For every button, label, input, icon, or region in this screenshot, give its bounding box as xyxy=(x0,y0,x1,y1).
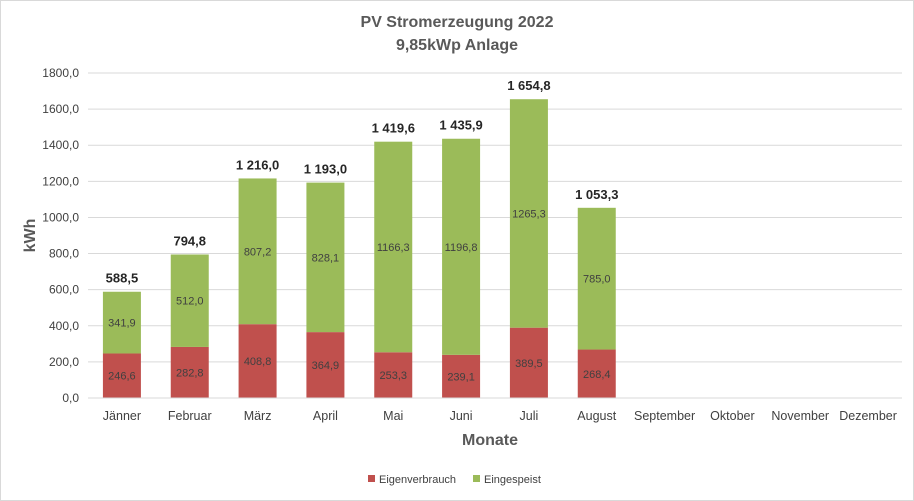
x-category-label: Juni xyxy=(450,409,473,423)
bar-eigenverbrauch xyxy=(509,327,548,398)
bar-segment-label: 239,1 xyxy=(447,371,475,383)
bar-eigenverbrauch xyxy=(577,349,616,398)
bar-segment-label: 785,0 xyxy=(583,274,611,286)
bar-segment-label: 364,9 xyxy=(312,360,340,372)
bar-eingespeist xyxy=(238,178,277,325)
x-category-label: Juli xyxy=(520,409,539,423)
y-tick-label: 200,0 xyxy=(49,355,79,369)
x-category-label: Dezember xyxy=(839,409,897,423)
bar-eingespeist xyxy=(374,141,413,353)
x-category-label: November xyxy=(771,409,829,423)
y-tick-label: 800,0 xyxy=(49,247,79,261)
chart-title: PV Stromerzeugung 2022 xyxy=(361,14,554,31)
bar-segment-label: 389,5 xyxy=(515,358,543,370)
bar-segment-label: 246,6 xyxy=(108,371,136,383)
bar-eigenverbrauch xyxy=(442,354,481,398)
x-category-label: März xyxy=(244,409,272,423)
legend-swatch xyxy=(473,475,480,482)
x-category-label: April xyxy=(313,409,338,423)
bar-total-label: 588,5 xyxy=(106,271,139,286)
bar-segment-label: 1166,3 xyxy=(377,242,410,254)
bar-total-label: 1 053,3 xyxy=(575,187,618,202)
bar-eigenverbrauch xyxy=(238,324,277,398)
y-axis-ticks: 0,0 200,0 400,0 600,0 800,0 1000,0 1200,0 1400,… xyxy=(42,66,79,405)
bar-segment-label: 253,3 xyxy=(379,370,407,382)
bar-eingespeist xyxy=(170,254,209,347)
bar-eigenverbrauch xyxy=(170,346,209,398)
x-category-label: Oktober xyxy=(710,409,754,423)
bar-total-label: 1 654,8 xyxy=(507,78,550,93)
x-axis-categories: Jänner Februar März April Mai Juni Juli August S… xyxy=(103,409,897,423)
y-tick-label: 1200,0 xyxy=(42,174,79,188)
legend-label: Eingespeist xyxy=(484,474,541,486)
y-tick-label: 1400,0 xyxy=(42,138,79,152)
chart-subtitle: 9,85kWp Anlage xyxy=(396,37,518,54)
bar-eingespeist xyxy=(509,99,548,328)
bar-total-label: 1 216,0 xyxy=(236,157,279,172)
y-tick-label: 1600,0 xyxy=(42,102,79,116)
legend-label: Eigenverbrauch xyxy=(379,474,456,486)
y-tick-label: 1000,0 xyxy=(42,210,79,224)
x-category-label: Mai xyxy=(383,409,403,423)
y-axis-title: kWh xyxy=(22,219,39,253)
x-category-label: Februar xyxy=(168,409,212,423)
bar-segment-label: 828,1 xyxy=(312,252,340,264)
bar-eingespeist xyxy=(577,207,616,350)
bar-segment-label: 1265,3 xyxy=(512,208,546,220)
legend-swatch xyxy=(368,475,375,482)
bar-total-label: 794,8 xyxy=(173,233,206,248)
bar-eigenverbrauch xyxy=(306,332,345,398)
bar-segment-label: 268,4 xyxy=(583,369,611,381)
y-tick-label: 1800,0 xyxy=(42,66,79,80)
bar-segment-label: 282,8 xyxy=(176,367,204,379)
bar-eingespeist xyxy=(442,138,481,355)
bar-segment-label: 807,2 xyxy=(244,246,272,258)
bar-total-label: 1 193,0 xyxy=(304,162,347,177)
bar-segment-label: 408,8 xyxy=(244,356,272,368)
y-tick-label: 600,0 xyxy=(49,283,79,297)
x-category-label: Jänner xyxy=(103,409,141,423)
y-tick-label: 0,0 xyxy=(62,391,79,405)
x-category-label: September xyxy=(634,409,695,423)
bar-total-label: 1 435,9 xyxy=(439,118,482,133)
legend: Eigenverbrauch Eingespeist xyxy=(368,474,541,486)
bar-eigenverbrauch xyxy=(102,353,141,398)
bars: 246,6 341,9 588,5 282,8 512,0 794,8 408,8 807,2… xyxy=(102,78,618,398)
x-category-label: August xyxy=(577,409,616,423)
bar-segment-label: 1196,8 xyxy=(445,242,478,254)
bar-eingespeist xyxy=(306,182,345,333)
bar-segment-label: 512,0 xyxy=(176,296,204,308)
y-tick-label: 400,0 xyxy=(49,319,79,333)
gridlines xyxy=(88,72,902,363)
bar-eingespeist xyxy=(102,291,141,354)
bar-segment-label: 341,9 xyxy=(108,318,136,330)
bar-eigenverbrauch xyxy=(374,352,413,398)
x-axis-title: Monate xyxy=(462,432,518,449)
bar-total-label: 1 419,6 xyxy=(372,121,415,136)
